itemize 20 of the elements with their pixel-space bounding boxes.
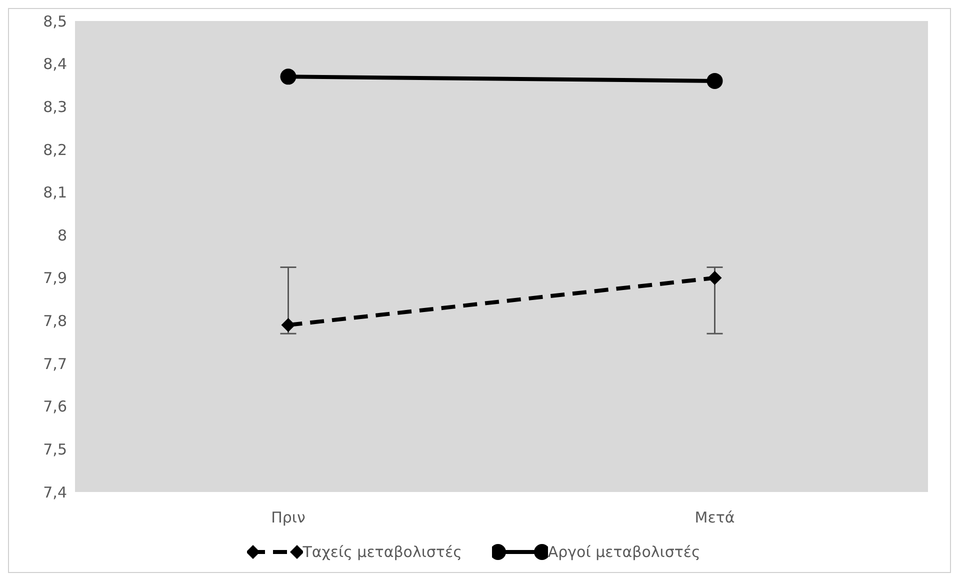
y-tick-label: 7,5 bbox=[43, 440, 67, 459]
y-tick-label: 8,1 bbox=[43, 184, 67, 202]
y-tick-label: 7,9 bbox=[43, 269, 67, 288]
legend-label: Ταχείς μεταβολιστές bbox=[302, 543, 462, 561]
x-tick-label: Μετά bbox=[694, 508, 735, 527]
point bbox=[706, 72, 723, 89]
y-tick-label: 8,5 bbox=[43, 12, 67, 30]
y-tick-label: 8,2 bbox=[43, 140, 67, 159]
y-tick-label: 7,6 bbox=[43, 398, 67, 416]
point bbox=[708, 270, 722, 285]
y-tick-label: 7,4 bbox=[43, 483, 67, 502]
point bbox=[280, 68, 296, 85]
y-tick-label: 8 bbox=[57, 226, 67, 244]
y-tick-label: 8,3 bbox=[43, 98, 67, 116]
y-tick-label: 7,8 bbox=[43, 312, 67, 330]
point bbox=[281, 318, 296, 332]
y-tick-label: 7,7 bbox=[43, 354, 67, 373]
legend-label: Αργοί μεταβολιστές bbox=[548, 543, 700, 561]
x-tick-label: Πριν bbox=[271, 508, 306, 527]
y-tick-label: 8,4 bbox=[43, 55, 67, 74]
